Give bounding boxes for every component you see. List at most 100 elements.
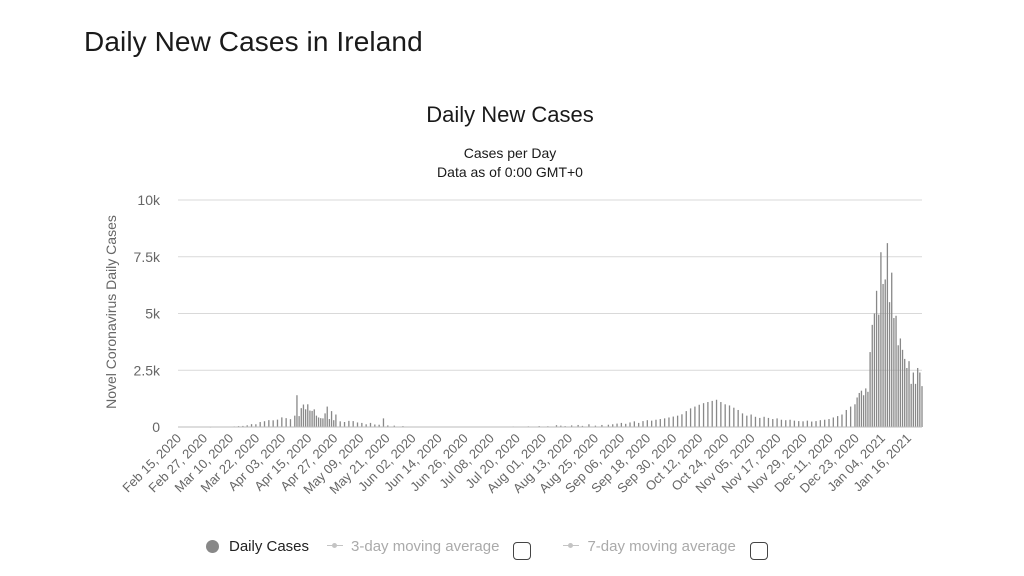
daily-cases-bar — [698, 404, 700, 427]
daily-cases-bar — [724, 404, 726, 427]
y-tick-label: 5k — [145, 306, 161, 322]
daily-cases-bar — [893, 318, 895, 427]
legend-item-7-day-average[interactable]: 7-day moving average — [563, 532, 781, 560]
daily-cases-bar — [860, 390, 863, 427]
daily-cases-bar — [904, 358, 906, 427]
daily-cases-bars — [209, 243, 923, 428]
daily-cases-bar — [333, 420, 335, 427]
chart-title: Daily New Cases — [426, 102, 594, 127]
daily-cases-bar — [307, 404, 309, 427]
daily-cases-bar — [711, 400, 713, 427]
daily-cases-bar — [912, 372, 914, 427]
daily-cases-bar — [272, 420, 274, 427]
daily-cases-bar — [869, 352, 871, 427]
daily-cases-bar — [906, 367, 908, 427]
daily-cases-bar — [298, 416, 300, 427]
daily-cases-bar — [871, 324, 873, 427]
daily-cases-bar — [326, 406, 328, 427]
daily-cases-bar — [317, 417, 320, 427]
legend-item-daily-cases[interactable]: Daily Cases — [200, 538, 309, 555]
daily-cases-bar — [620, 422, 623, 427]
daily-cases-bar — [625, 423, 627, 427]
daily-cases-bar — [242, 425, 244, 427]
daily-cases-bar — [322, 418, 324, 427]
daily-cases-bar — [715, 399, 718, 427]
y-tick-label: 7.5k — [134, 249, 161, 265]
daily-cases-bar — [882, 283, 884, 427]
daily-cases-bar — [339, 421, 341, 427]
7-day-average-checkbox[interactable] — [749, 542, 768, 560]
daily-cases-bar — [793, 420, 796, 427]
daily-cases-bar — [268, 420, 270, 427]
daily-cases-bar — [772, 419, 774, 427]
daily-cases-bar — [849, 406, 852, 427]
daily-cases-bar — [330, 411, 333, 427]
daily-cases-bar — [365, 424, 367, 427]
daily-cases-bar — [832, 417, 834, 427]
daily-cases-bar — [811, 421, 813, 427]
daily-cases-bar — [594, 425, 597, 427]
daily-cases-bar — [845, 409, 847, 427]
daily-cases-bar — [324, 413, 326, 427]
daily-cases-bar — [919, 372, 921, 427]
daily-cases-bar — [343, 422, 346, 427]
daily-cases-bar — [356, 422, 359, 427]
line-marker-icon — [327, 541, 344, 551]
daily-cases-bar — [767, 417, 770, 427]
daily-cases-bar — [888, 302, 891, 427]
daily-cases-bar — [858, 392, 860, 427]
daily-cases-bar — [663, 418, 666, 427]
daily-cases-bar — [335, 414, 337, 427]
daily-cases-bar — [633, 421, 635, 427]
daily-cases-bar — [651, 420, 653, 427]
daily-cases-bar — [776, 418, 778, 427]
daily-cases-bar — [294, 415, 296, 427]
daily-cases-bar — [891, 272, 893, 427]
series-dot-icon — [206, 539, 219, 553]
daily-cases-bar — [901, 349, 904, 427]
daily-cases-bar — [300, 408, 302, 427]
daily-cases-bar — [369, 422, 372, 427]
daily-cases-bar — [824, 419, 826, 427]
daily-cases-bar — [780, 419, 783, 427]
daily-cases-bar — [875, 290, 878, 427]
daily-cases-bar — [577, 424, 579, 427]
legend-label-3-day-average: 3-day moving average — [351, 537, 500, 555]
daily-cases-bar — [612, 424, 614, 427]
daily-cases-bar — [908, 361, 910, 427]
daily-cases-bar — [798, 421, 800, 427]
daily-cases-bar — [246, 425, 248, 427]
daily-cases-bar — [884, 279, 886, 427]
daily-cases-bar — [897, 345, 899, 427]
daily-cases-bar — [555, 425, 558, 427]
daily-cases-bar — [837, 416, 839, 427]
daily-cases-bar — [263, 421, 266, 427]
daily-cases-bar — [806, 420, 809, 427]
daily-cases-bar — [854, 404, 856, 427]
daily-cases-bar — [289, 419, 292, 427]
y-axis-label: Novel Coronavirus Daily Cases — [103, 215, 119, 409]
legend-label-daily-cases: Daily Cases — [229, 537, 310, 555]
daily-cases-bar — [910, 383, 912, 427]
y-tick-label: 2.5k — [134, 362, 161, 378]
daily-cases-bar — [570, 425, 573, 427]
chart-data-date: Data as of 0:00 GMT+0 — [437, 164, 583, 180]
daily-cases-bar — [707, 402, 709, 427]
daily-cases-bar — [802, 421, 804, 427]
daily-cases-bar — [646, 420, 648, 427]
3-day-average-checkbox[interactable] — [513, 542, 532, 560]
daily-cases-bar — [374, 424, 376, 427]
daily-cases-bar — [921, 386, 923, 427]
daily-cases-bar — [629, 422, 631, 427]
legend-item-3-day-average[interactable]: 3-day moving average — [327, 532, 545, 560]
daily-cases-bar — [382, 418, 385, 427]
daily-cases-bar — [259, 422, 261, 427]
daily-cases-bar — [655, 419, 657, 427]
daily-cases-bar — [880, 252, 882, 427]
daily-cases-bar — [763, 416, 765, 427]
daily-cases-bar — [281, 417, 283, 427]
grid-lines — [178, 199, 922, 428]
daily-cases-bar — [296, 395, 298, 427]
daily-cases-bar — [867, 391, 869, 427]
daily-cases-bar — [737, 409, 739, 427]
